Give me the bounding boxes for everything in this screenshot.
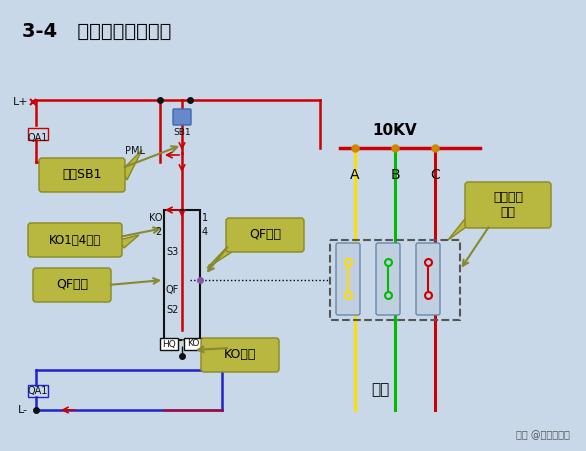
Polygon shape bbox=[448, 215, 476, 240]
Bar bbox=[184, 338, 202, 350]
Text: L-: L- bbox=[18, 405, 28, 415]
Text: SB1: SB1 bbox=[173, 128, 191, 137]
Text: 真空开关
合上: 真空开关 合上 bbox=[493, 191, 523, 219]
Text: 头条 @兴福园电力: 头条 @兴福园电力 bbox=[516, 430, 570, 440]
Text: 负载: 负载 bbox=[371, 382, 389, 397]
FancyBboxPatch shape bbox=[465, 182, 551, 228]
Text: 4: 4 bbox=[202, 227, 208, 237]
Polygon shape bbox=[182, 340, 215, 348]
FancyBboxPatch shape bbox=[226, 218, 304, 252]
Text: QA1: QA1 bbox=[28, 386, 48, 396]
FancyBboxPatch shape bbox=[28, 223, 122, 257]
Text: QF接通: QF接通 bbox=[249, 229, 281, 241]
Bar bbox=[28, 128, 48, 140]
FancyBboxPatch shape bbox=[201, 338, 279, 372]
Bar bbox=[160, 338, 178, 350]
Polygon shape bbox=[119, 235, 139, 248]
Text: KO: KO bbox=[148, 213, 162, 223]
Text: QA1: QA1 bbox=[28, 133, 48, 143]
Text: HQ: HQ bbox=[162, 340, 176, 349]
Text: 3-4   防止开关跳跃原理: 3-4 防止开关跳跃原理 bbox=[22, 22, 171, 41]
Polygon shape bbox=[207, 245, 235, 268]
Text: 按下SB1: 按下SB1 bbox=[62, 169, 102, 181]
FancyBboxPatch shape bbox=[336, 243, 360, 315]
FancyBboxPatch shape bbox=[376, 243, 400, 315]
Bar bbox=[28, 385, 48, 397]
Text: 10KV: 10KV bbox=[373, 123, 417, 138]
Text: KO得电: KO得电 bbox=[224, 349, 256, 362]
Text: 2: 2 bbox=[156, 227, 162, 237]
FancyBboxPatch shape bbox=[39, 158, 125, 192]
Bar bbox=[164, 210, 200, 340]
Text: A: A bbox=[350, 168, 360, 182]
Text: S3: S3 bbox=[166, 247, 178, 257]
FancyBboxPatch shape bbox=[416, 243, 440, 315]
Text: KO: KO bbox=[187, 340, 199, 349]
Text: 1: 1 bbox=[202, 213, 208, 223]
Text: B: B bbox=[390, 168, 400, 182]
Text: PML: PML bbox=[125, 146, 145, 156]
Text: QF断开: QF断开 bbox=[56, 279, 88, 291]
FancyBboxPatch shape bbox=[173, 109, 191, 125]
Polygon shape bbox=[122, 150, 142, 180]
FancyBboxPatch shape bbox=[33, 268, 111, 302]
Text: QF: QF bbox=[166, 285, 179, 295]
Text: L+: L+ bbox=[12, 97, 28, 107]
Text: S2: S2 bbox=[166, 305, 178, 315]
Text: KO1、4接通: KO1、4接通 bbox=[49, 234, 101, 247]
Text: C: C bbox=[430, 168, 440, 182]
